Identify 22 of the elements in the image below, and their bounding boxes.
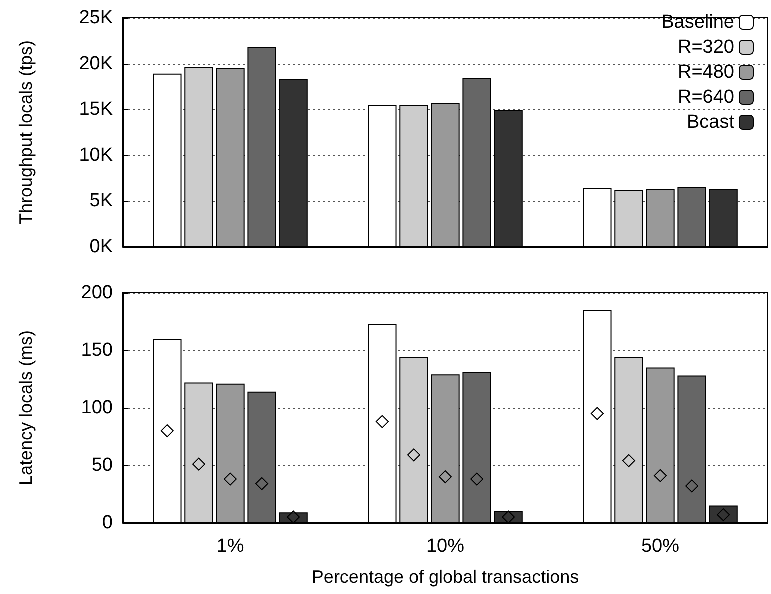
legend-label: Baseline [662, 12, 734, 33]
y-tick-label: 5K [90, 190, 114, 212]
y-axis-title: Throughput locals (tps) [16, 40, 36, 225]
legend-label: R=640 [678, 87, 734, 108]
y-tick-label: 25K [79, 8, 114, 28]
y-tick-label: 50 [92, 455, 113, 476]
legend-label: R=320 [678, 37, 734, 58]
y-tick-label: 15K [79, 99, 114, 120]
y-tick-label: 150 [81, 340, 113, 361]
x-tick-label: 10% [426, 536, 465, 557]
y-tick-label: 100 [81, 398, 113, 418]
x-tick-label: 1% [216, 536, 244, 557]
legend-label: Bcast [686, 112, 736, 133]
y-tick-label: 10K [79, 144, 114, 166]
y-tick-label: 200 [81, 282, 113, 304]
x-axis-title: Percentage of global transactions [312, 567, 580, 587]
y-tick-label: 0K [90, 236, 114, 258]
y-tick-label: 0 [102, 512, 113, 534]
x-tick-label: 50% [641, 536, 680, 557]
legend-label: R=480 [678, 62, 734, 83]
y-axis-title: Latency locals (ms) [16, 330, 36, 486]
y-tick-label: 20K [79, 53, 114, 74]
